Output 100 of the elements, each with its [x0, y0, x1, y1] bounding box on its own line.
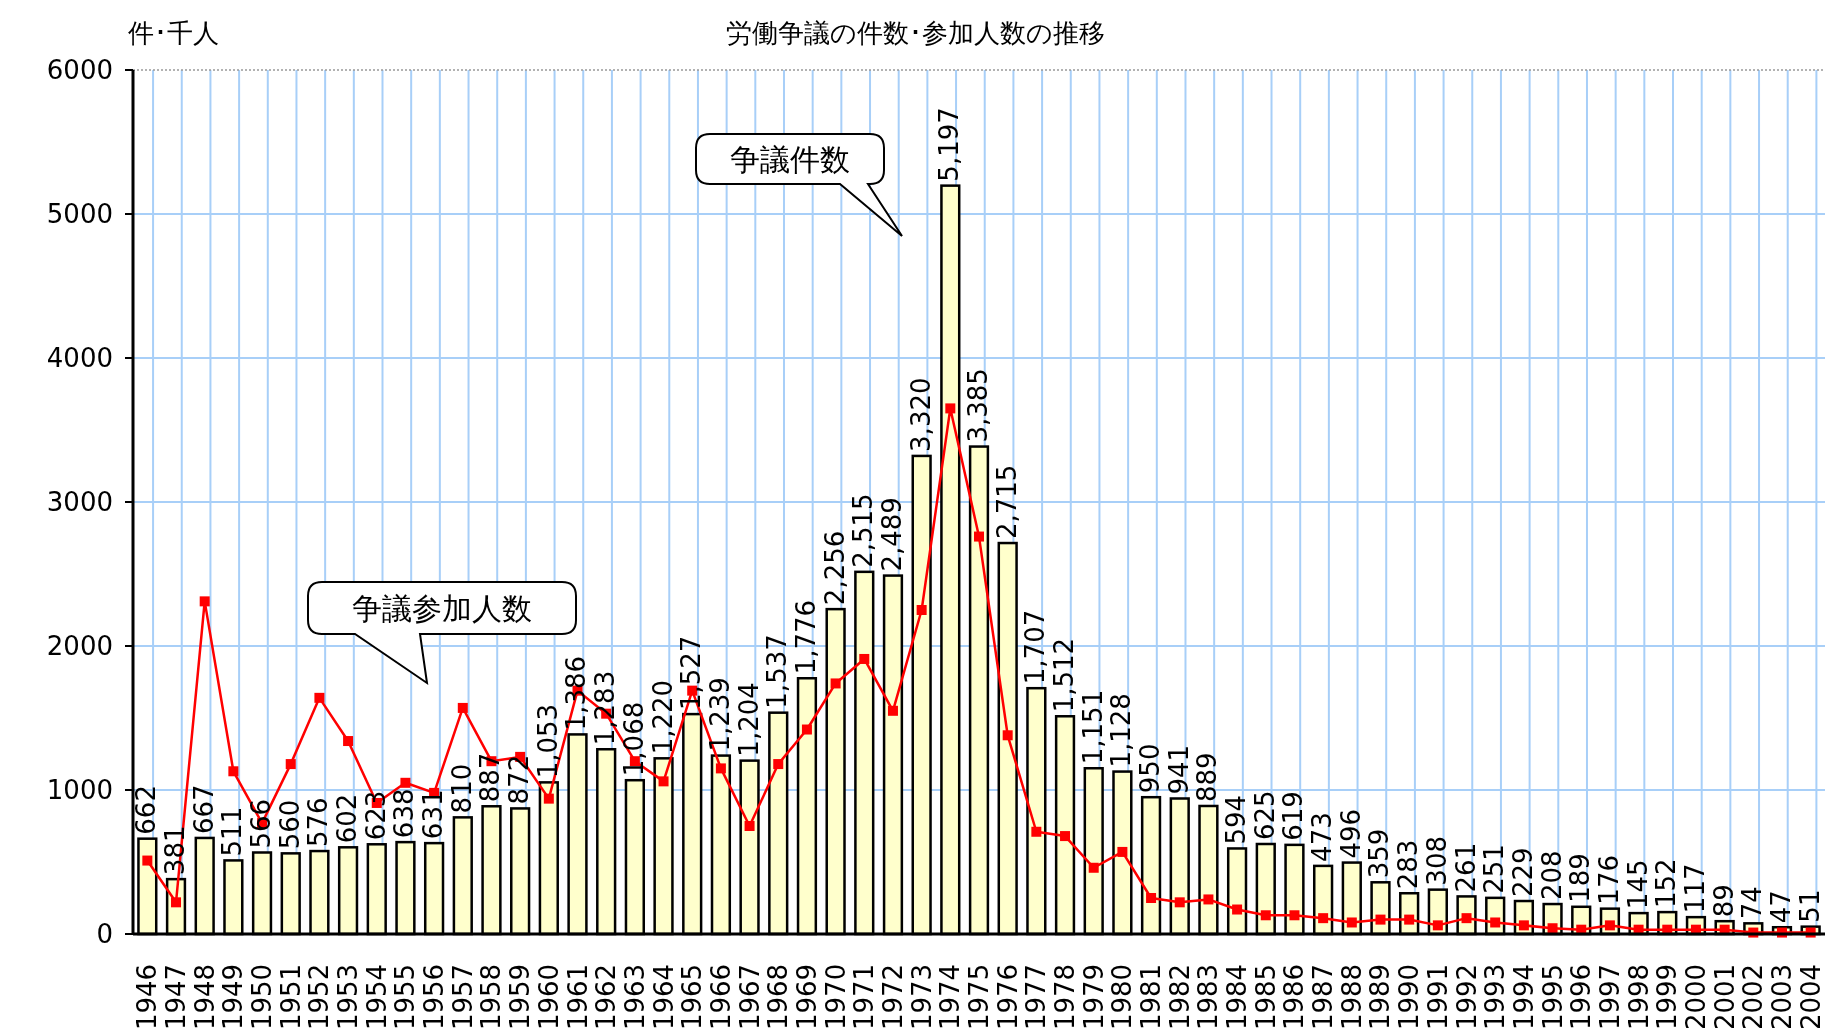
y-tick-label: 1000: [46, 775, 113, 805]
x-tick-label: 1957: [447, 963, 478, 1030]
data-label: 1,386: [561, 655, 592, 731]
data-label: 229: [1507, 847, 1538, 898]
x-tick-label: 1968: [763, 963, 794, 1030]
data-label: 1,283: [590, 670, 621, 746]
x-tick-label: 1952: [304, 963, 335, 1030]
data-label: 2,515: [848, 493, 879, 568]
data-label: 1,527: [676, 635, 707, 711]
data-label: 576: [303, 797, 334, 848]
x-tick-label: 1974: [935, 963, 966, 1030]
data-label: 176: [1593, 855, 1624, 905]
data-label: 1,776: [790, 599, 821, 675]
x-tick-label: 1979: [1078, 963, 1109, 1030]
data-label: 887: [475, 752, 506, 803]
data-label: 74: [1737, 886, 1768, 920]
x-tick-label: 2004: [1795, 963, 1825, 1030]
data-label: 3,320: [905, 377, 936, 452]
x-tick-label: 2000: [1680, 963, 1711, 1030]
data-label: 810: [446, 763, 477, 814]
data-label: 89: [1708, 884, 1739, 918]
x-tick-label: 2002: [1738, 963, 1769, 1030]
y-tick-label: 4000: [46, 343, 113, 373]
x-tick-label: 1973: [906, 963, 937, 1030]
data-label: 308: [1421, 836, 1452, 886]
data-label: 251: [1479, 844, 1510, 894]
x-tick-label: 1996: [1566, 963, 1597, 1030]
data-label: 662: [131, 785, 162, 835]
x-tick-label: 1976: [992, 963, 1023, 1030]
y-axis-title: 件･千人: [128, 18, 219, 48]
x-tick-label: 1990: [1394, 963, 1425, 1030]
data-label: 623: [360, 790, 391, 841]
x-tick-label: 1969: [791, 963, 822, 1030]
x-tick-label: 1998: [1623, 963, 1654, 1030]
data-label: 283: [1393, 839, 1424, 890]
data-label: 1,239: [704, 677, 735, 752]
data-label: 1,128: [1106, 693, 1137, 768]
data-label: 208: [1536, 850, 1567, 901]
data-label: 625: [1249, 790, 1280, 840]
data-label: 117: [1679, 863, 1710, 914]
data-label: 1,151: [1077, 689, 1108, 765]
data-label: 1,204: [733, 682, 764, 757]
x-tick-label: 1985: [1250, 963, 1281, 1030]
x-tick-label: 1948: [189, 963, 220, 1030]
x-tick-label: 1946: [132, 963, 163, 1030]
x-tick-label: 1975: [964, 963, 994, 1030]
data-label: 3,385: [963, 368, 993, 443]
data-label: 2,715: [991, 464, 1022, 540]
data-label: 560: [274, 799, 305, 850]
x-tick-label: 1963: [619, 963, 650, 1030]
x-tick-label: 1986: [1279, 963, 1310, 1030]
data-label: 602: [332, 793, 363, 844]
data-label: 1,512: [1049, 637, 1080, 713]
data-label: 5,197: [934, 107, 965, 182]
x-tick-label: 1961: [562, 963, 593, 1030]
y-tick-label: 5000: [46, 199, 113, 229]
x-tick-label: 1972: [877, 963, 908, 1030]
data-label: 638: [389, 788, 420, 839]
x-tick-label: 1994: [1508, 963, 1539, 1030]
x-tick-label: 1988: [1336, 963, 1367, 1030]
data-label: 1,537: [762, 634, 793, 709]
data-label: 1,707: [1020, 609, 1051, 685]
data-label: 511: [217, 806, 248, 857]
x-tick-label: 1980: [1107, 963, 1138, 1030]
data-label: 189: [1565, 853, 1596, 903]
x-tick-label: 1950: [247, 963, 278, 1030]
x-tick-label: 1983: [1193, 963, 1224, 1030]
data-label: 261: [1450, 842, 1481, 893]
x-tick-label: 1949: [218, 963, 249, 1030]
data-label: 2,489: [876, 497, 907, 572]
x-tick-label: 1965: [677, 963, 708, 1030]
x-tick-label: 1977: [1021, 963, 1052, 1030]
data-label: 941: [1163, 744, 1194, 795]
data-label: 152: [1651, 858, 1682, 909]
x-tick-label: 1992: [1451, 963, 1482, 1030]
x-tick-label: 1981: [1136, 963, 1167, 1030]
x-tick-label: 1984: [1222, 963, 1253, 1030]
data-label: 1,068: [618, 701, 649, 777]
data-label: 1,220: [647, 679, 678, 755]
x-tick-label: 1966: [705, 963, 736, 1030]
data-label: 51: [1794, 889, 1825, 923]
x-tick-label: 1971: [849, 963, 880, 1030]
y-tick-label: 0: [96, 919, 113, 949]
x-tick-label: 1991: [1422, 963, 1453, 1030]
x-tick-label: 1962: [591, 963, 622, 1030]
x-tick-label: 1993: [1480, 963, 1511, 1030]
x-tick-label: 1982: [1164, 963, 1195, 1030]
x-tick-label: 1955: [390, 963, 421, 1030]
x-tick-label: 1954: [361, 963, 392, 1030]
data-label: 145: [1622, 859, 1653, 910]
data-label: 473: [1307, 812, 1338, 862]
x-tick-label: 1959: [505, 963, 536, 1030]
data-label: 631: [418, 789, 449, 840]
data-label: 496: [1335, 808, 1366, 859]
data-label: 619: [1278, 791, 1309, 841]
y-tick-label: 6000: [46, 55, 113, 85]
x-tick-label: 1956: [419, 963, 450, 1030]
data-label: 359: [1364, 828, 1395, 879]
x-tick-label: 1970: [820, 963, 851, 1030]
data-label: 667: [188, 784, 219, 834]
